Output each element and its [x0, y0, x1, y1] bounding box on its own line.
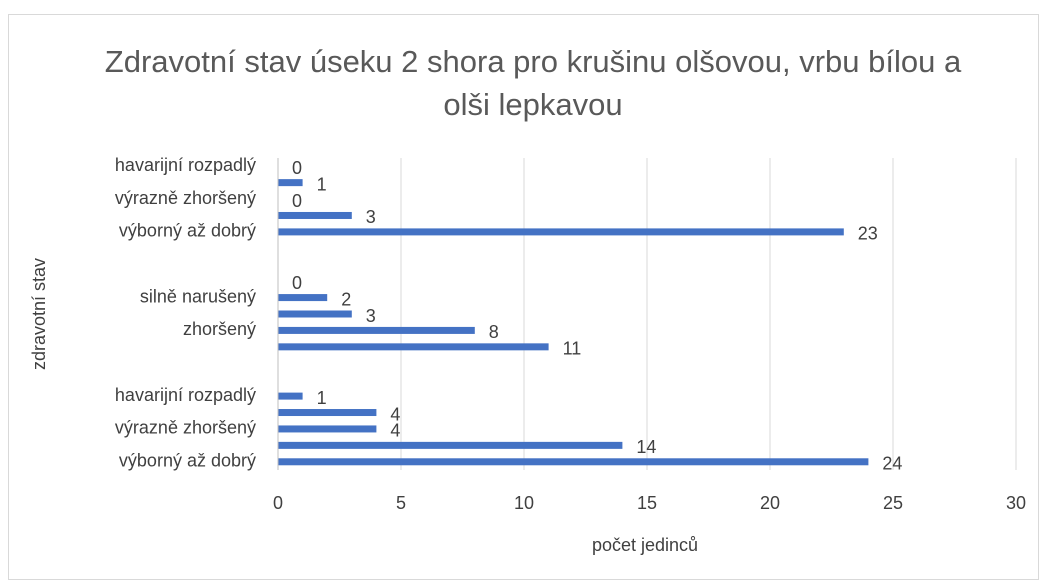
bar [278, 294, 328, 302]
x-tick-label: 10 [514, 493, 534, 513]
bar [278, 179, 303, 187]
bar [278, 343, 549, 351]
data-label: 0 [292, 191, 302, 211]
data-label: 11 [563, 339, 582, 359]
data-label: 23 [858, 224, 878, 244]
bar [278, 310, 352, 318]
x-tick-label: 0 [273, 493, 283, 513]
data-label: 4 [390, 421, 400, 441]
bar [278, 458, 869, 466]
data-label: 8 [489, 322, 499, 342]
y-tick-label: výborný až dobrý [119, 451, 256, 471]
x-tick-label: 20 [760, 493, 780, 513]
bar [278, 211, 352, 219]
bar [278, 326, 475, 334]
chart-title: Zdravotní stav úseku 2 shora pro krušinu… [104, 44, 962, 122]
y-tick-label: havarijní rozpadlý [115, 155, 256, 175]
x-axis-title: počet jedinců [592, 535, 698, 555]
y-tick-label: výrazně zhoršený [115, 188, 256, 208]
bar [278, 228, 844, 236]
data-label: 0 [292, 273, 302, 293]
data-label: 1 [317, 174, 327, 194]
bar [278, 392, 303, 400]
y-tick-label: havarijní rozpadlý [115, 385, 256, 405]
x-tick-label: 15 [637, 493, 657, 513]
bar [278, 441, 623, 449]
data-label: 3 [366, 306, 376, 326]
data-label: 4 [390, 404, 400, 424]
data-label: 2 [341, 289, 351, 309]
data-label: 3 [366, 207, 376, 227]
y-tick-label: zhoršený [183, 319, 256, 339]
x-tick-label: 25 [883, 493, 903, 513]
x-tick-label: 5 [396, 493, 406, 513]
data-label: 24 [882, 454, 902, 474]
bar [278, 409, 377, 417]
data-label: 0 [292, 158, 302, 178]
x-tick-label: 30 [1006, 493, 1026, 513]
y-axis-title: zdravotní stav [29, 258, 49, 370]
y-tick-label: výrazně zhoršený [115, 418, 256, 438]
bar [278, 425, 377, 433]
data-label: 14 [636, 437, 656, 457]
data-label: 1 [317, 388, 327, 408]
y-tick-label: výborný až dobrý [119, 221, 256, 241]
y-tick-label: silně narušený [140, 286, 256, 306]
